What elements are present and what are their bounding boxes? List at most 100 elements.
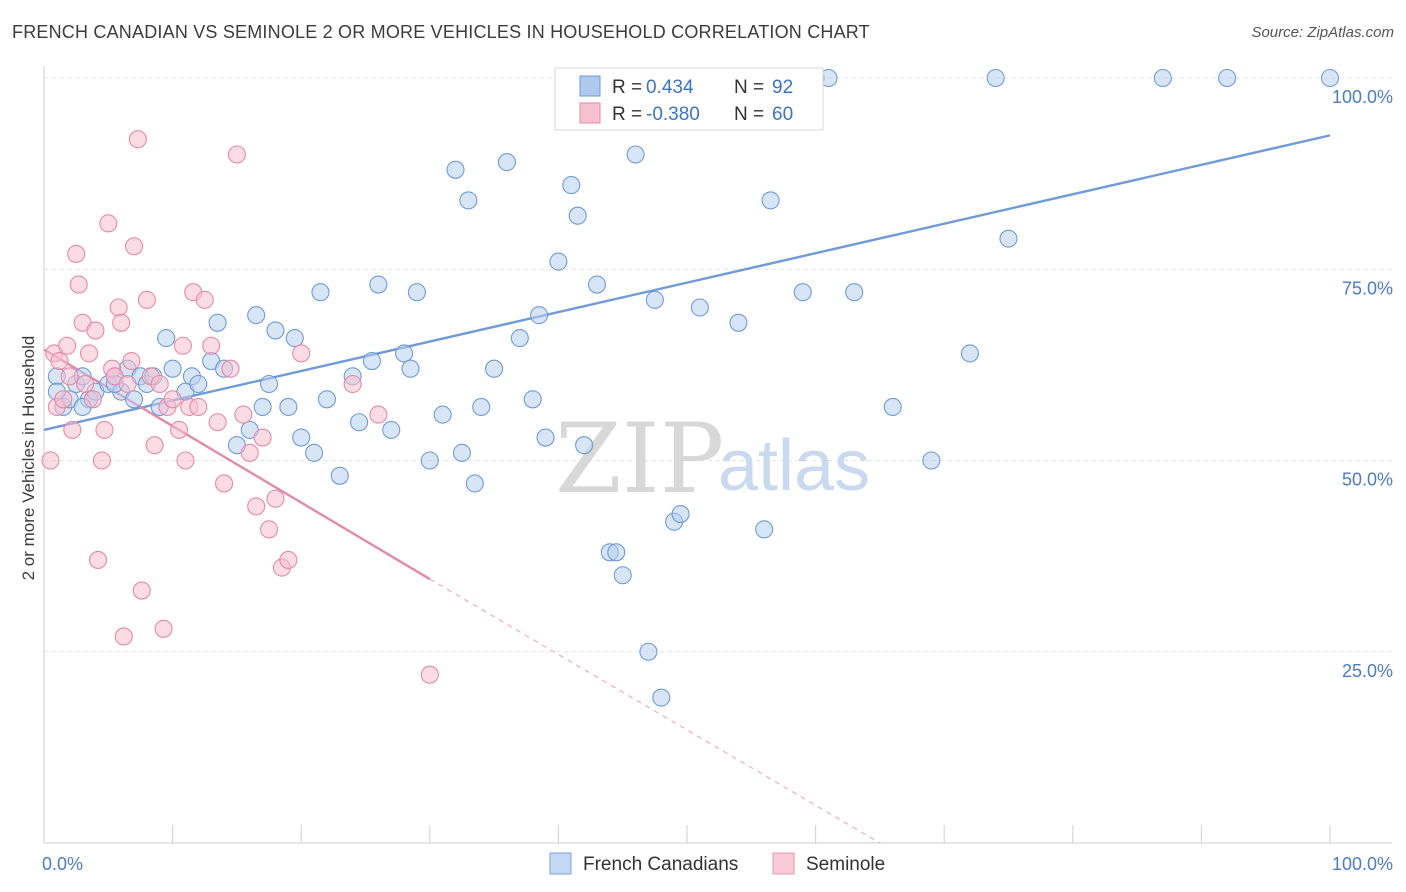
data-point — [122, 351, 141, 371]
data-point — [145, 436, 164, 455]
watermark-atlas: atlas — [718, 426, 870, 506]
legend-n-value: 60 — [772, 104, 793, 125]
data-point — [362, 351, 381, 371]
legend-series: French Canadians Seminole — [549, 852, 885, 875]
data-point — [407, 283, 426, 302]
gridlines — [44, 77, 1392, 653]
data-point — [1320, 68, 1340, 88]
data-point — [285, 329, 304, 348]
data-point — [420, 665, 439, 684]
data-point — [465, 474, 484, 493]
data-point — [259, 374, 279, 394]
data-point — [86, 321, 105, 340]
data-point — [523, 390, 542, 409]
data-point — [208, 313, 227, 332]
data-point — [645, 290, 664, 309]
data-point — [118, 374, 137, 394]
data-point — [497, 153, 517, 172]
data-point — [292, 344, 311, 363]
legend-swatch — [549, 852, 572, 875]
data-point — [67, 244, 86, 263]
y-axis-label: 2 or more Vehicles in Household — [19, 336, 38, 581]
data-point — [173, 336, 192, 355]
data-point — [124, 237, 144, 256]
y-tick-label: 25.0% — [1342, 661, 1393, 681]
legend-r-value: 0.434 — [646, 77, 694, 98]
data-point — [433, 405, 452, 424]
data-point — [401, 359, 420, 378]
data-point — [755, 520, 774, 539]
data-point — [247, 306, 266, 325]
data-point — [128, 130, 147, 149]
data-point — [79, 344, 99, 363]
data-point — [607, 543, 626, 562]
data-point — [279, 397, 298, 417]
data-point — [369, 275, 388, 294]
data-point — [92, 451, 111, 470]
data-point — [83, 390, 102, 409]
legend-r-label: R = — [612, 77, 642, 98]
trend-line-extension — [429, 578, 881, 844]
data-point — [58, 336, 77, 355]
data-point — [150, 374, 169, 394]
legend-swatch — [579, 102, 601, 124]
data-point — [330, 466, 349, 485]
legend-n-label: N = — [734, 77, 764, 98]
data-point — [279, 550, 298, 570]
data-point — [369, 405, 388, 424]
data-point — [626, 145, 645, 164]
data-point — [690, 298, 709, 317]
data-point — [536, 428, 555, 447]
data-point — [76, 374, 95, 394]
data-point — [652, 688, 671, 707]
data-point — [530, 306, 549, 325]
data-points — [41, 68, 1340, 707]
data-point — [163, 359, 182, 378]
data-point — [214, 474, 234, 493]
data-point — [549, 252, 568, 271]
data-point — [639, 642, 658, 661]
y-tick-label: 75.0% — [1342, 278, 1393, 298]
watermark: ZIP atlas — [555, 403, 870, 515]
data-point — [234, 405, 253, 424]
data-point — [1153, 68, 1172, 88]
data-point — [395, 344, 414, 363]
legend-n-value: 92 — [772, 77, 793, 98]
chart-title: FRENCH CANADIAN VS SEMINOLE 2 OR MORE VE… — [12, 22, 870, 42]
data-point — [761, 191, 780, 210]
data-point — [575, 436, 594, 455]
data-point — [305, 443, 324, 462]
data-point — [343, 374, 362, 394]
data-point — [259, 520, 279, 539]
data-point — [729, 313, 748, 332]
data-point — [253, 397, 272, 417]
data-point — [960, 344, 979, 363]
data-point — [154, 619, 173, 638]
legend-swatch — [772, 852, 795, 875]
data-point — [845, 283, 864, 302]
data-point — [452, 443, 472, 462]
data-point — [157, 329, 176, 348]
data-point — [793, 283, 812, 302]
data-point — [671, 504, 690, 524]
data-point — [999, 229, 1018, 248]
data-point — [446, 160, 465, 179]
data-point — [109, 298, 128, 317]
legend-n-label: N = — [734, 104, 764, 125]
data-point — [459, 191, 478, 210]
legend-swatch — [579, 75, 601, 97]
data-point — [472, 397, 491, 417]
data-point — [95, 420, 114, 439]
legend-r-label: R = — [612, 104, 642, 125]
legend-series-label: Seminole — [806, 854, 885, 875]
data-point — [986, 68, 1005, 88]
data-point — [266, 489, 285, 508]
data-point — [568, 206, 587, 225]
legend-stats: R = 0.434 N = 92 R = -0.380 N = 60 — [554, 67, 824, 131]
data-point — [247, 497, 266, 516]
data-point — [88, 550, 108, 570]
data-point — [195, 290, 214, 309]
data-point — [41, 451, 60, 470]
data-point — [202, 336, 221, 355]
